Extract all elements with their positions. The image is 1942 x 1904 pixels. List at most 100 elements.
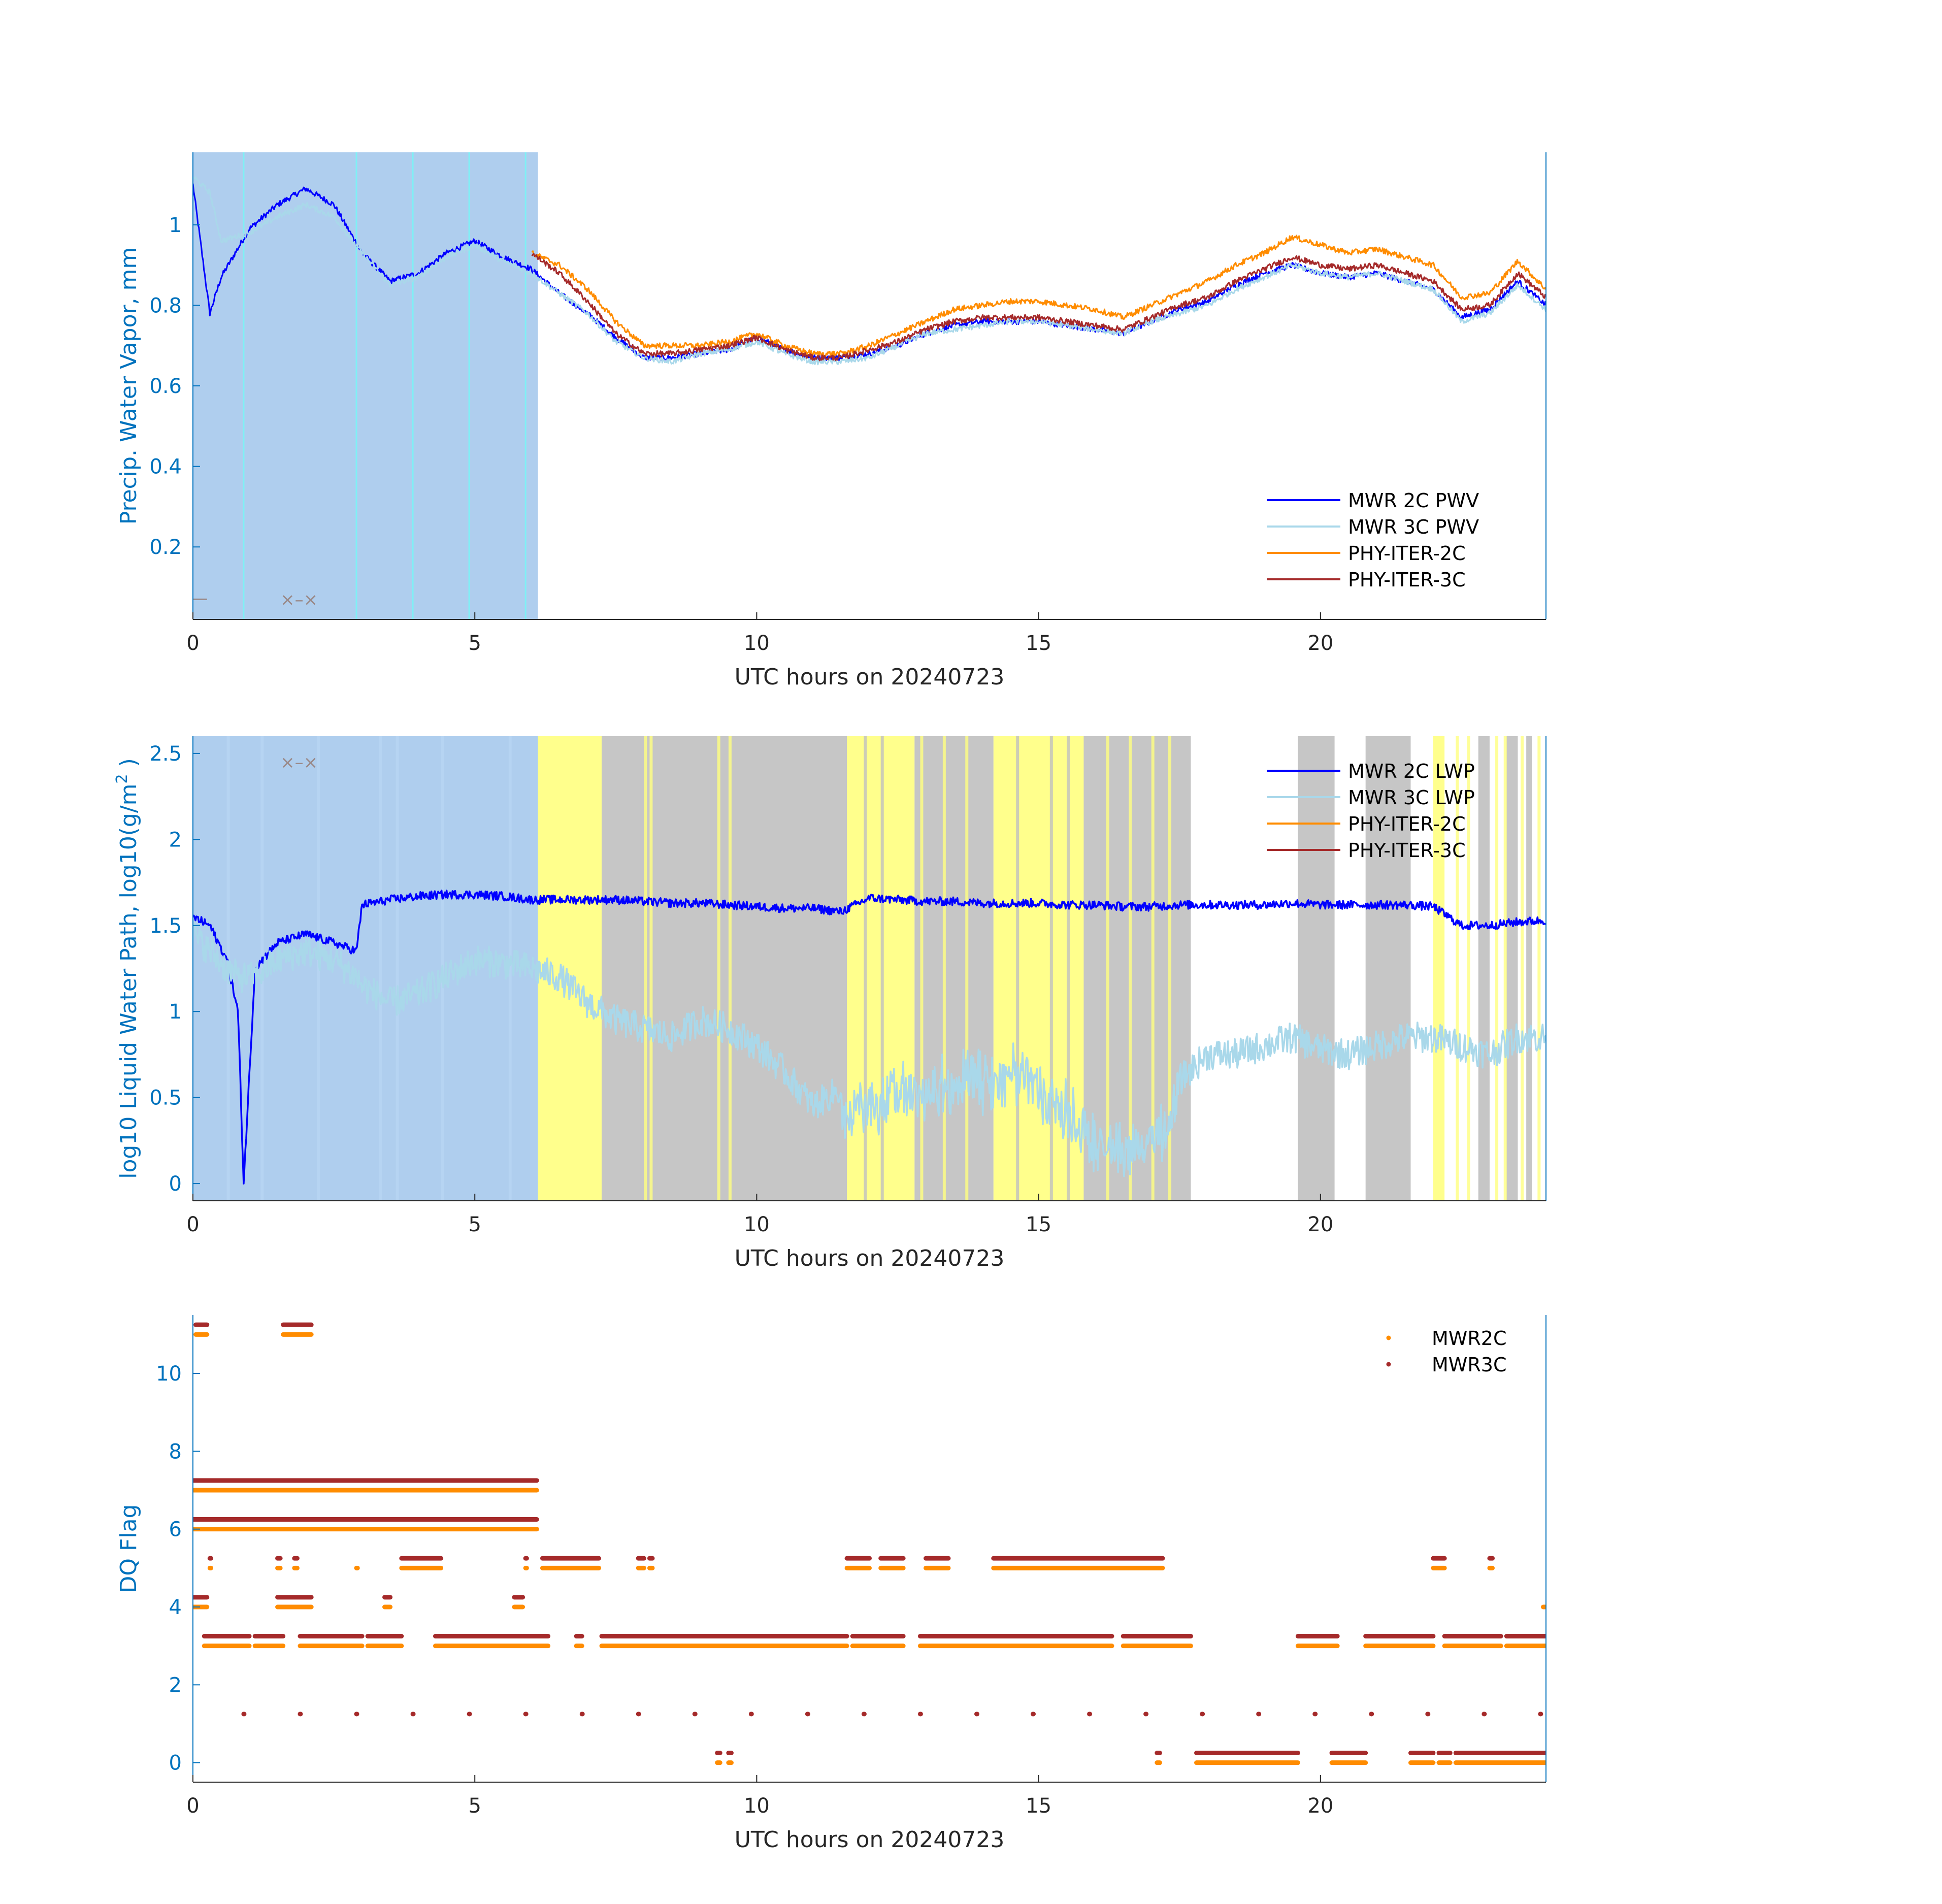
x-tick-label: 10: [744, 1794, 770, 1818]
y-tick-label: 8: [169, 1440, 182, 1463]
y-axis-label: log10 Liquid Water Path, log10(g/m2 ): [113, 758, 142, 1179]
x-axis-label: UTC hours on 20240723: [735, 664, 1005, 690]
series-line-2: [531, 235, 1546, 357]
shaded-region-1: [538, 736, 602, 1201]
band-streak-27: [1521, 736, 1524, 1201]
x-tick-label: 10: [744, 1213, 770, 1236]
x-tick-label: 20: [1307, 1213, 1333, 1236]
legend-label-2: PHY-ITER-2C: [1348, 813, 1466, 835]
y-tick-label: 2: [169, 1673, 182, 1697]
x-tick-label: 5: [468, 1794, 481, 1818]
band-streak-26: [1503, 736, 1507, 1201]
y-axis-label: Precip. Water Vapor, mm: [116, 247, 142, 525]
band-streak-8: [649, 736, 653, 1201]
band-streak-9: [717, 736, 720, 1201]
band-streak-13: [920, 736, 924, 1201]
chart-dq: 0 5 10 15 20 0 2 4 6 8 10 UTC hours on 20240723 DQ F…: [116, 1315, 1546, 1853]
band-streak-18: [1067, 736, 1070, 1201]
y-tick-label: 0.2: [149, 536, 182, 559]
shaded-region-8: [1365, 736, 1411, 1201]
plot-area: ×–×: [193, 736, 1546, 1201]
band-streak-28: [1537, 736, 1541, 1201]
band-streak-4: [396, 736, 399, 1201]
band-streak-6: [508, 736, 512, 1201]
band-streak-22: [1168, 736, 1172, 1201]
legend-label-0: MWR 2C PWV: [1348, 489, 1479, 512]
bad-data-marker: ×–×: [280, 589, 318, 610]
y-tick-label: 0.4: [149, 455, 182, 479]
chart-lwp: ×–× 0 5 10 15 20 0 0.5 1 1.5 2 2.5 UTC hours on 2024…: [113, 736, 1546, 1271]
legend-label-0: MWR 2C LWP: [1348, 760, 1475, 782]
bad-data-marker: ×–×: [280, 752, 318, 773]
shaded-region-12: [1526, 736, 1532, 1201]
shaded-region-2: [602, 736, 847, 1201]
band-streak-21: [1151, 736, 1155, 1201]
x-tick-label: 15: [1026, 632, 1051, 655]
shaded-region-0: [193, 152, 538, 619]
x-tick-label: 5: [468, 1213, 481, 1236]
y-tick-label: 1.5: [149, 914, 182, 938]
y-tick-label: 1: [169, 1000, 182, 1024]
y-tick-label: 10: [156, 1362, 182, 1386]
band-streak-7: [644, 736, 647, 1201]
band-streak-24: [1467, 736, 1470, 1201]
y-axis-label: DQ Flag: [116, 1504, 142, 1593]
shaded-region-7: [1298, 736, 1335, 1201]
series-line-1: [193, 176, 1546, 366]
shaded-region-4: [914, 736, 994, 1201]
series-line-0: [193, 890, 1546, 1185]
y-tick-label: 0.8: [149, 294, 182, 317]
y-tick-label: 0.5: [149, 1087, 182, 1110]
y-tick-label: 4: [169, 1596, 182, 1619]
y-axis-label-main: log10 Liquid Water Path, log10(g/m: [116, 783, 142, 1178]
y-axis-label-main: DQ Flag: [116, 1504, 142, 1593]
legend-marker-0: [1386, 1335, 1391, 1340]
band-streak-11: [864, 736, 867, 1201]
series-line-1: [193, 923, 1546, 1177]
band-streak-23: [1456, 736, 1459, 1201]
band-streak-17: [1049, 736, 1053, 1201]
x-axis-label: UTC hours on 20240723: [735, 1827, 1005, 1853]
band-streak-14: [942, 736, 946, 1201]
y-tick-label: 0.6: [149, 375, 182, 398]
x-tick-label: 0: [186, 1794, 199, 1818]
chart-pwv: ×–× 0 5 10 15 20 0.2 0.4 0.6 0.8 1 UTC hours on 202…: [116, 152, 1546, 690]
y-axis-label-main: Precip. Water Vapor, mm: [116, 247, 142, 525]
x-axis-label: UTC hours on 20240723: [735, 1245, 1005, 1271]
band-streak-3: [379, 736, 382, 1201]
x-tick-label: 10: [744, 632, 770, 655]
legend-marker-1: [1386, 1362, 1391, 1367]
legend-label-1: MWR3C: [1432, 1354, 1506, 1376]
legend-label-0: MWR2C: [1432, 1327, 1506, 1350]
series-line-3: [531, 253, 1546, 362]
y-tick-label: 0: [169, 1172, 182, 1196]
band-streak-16: [1016, 736, 1019, 1201]
band-streak-20: [1129, 736, 1132, 1201]
band-streak-2: [317, 736, 320, 1201]
band-streak-19: [1106, 736, 1109, 1201]
y-tick-label: 6: [169, 1518, 182, 1541]
x-tick-label: 0: [186, 632, 199, 655]
shaded-region-11: [1506, 736, 1518, 1201]
x-tick-label: 5: [468, 632, 481, 655]
legend-label-1: MWR 3C PWV: [1348, 516, 1479, 538]
legend-label-3: PHY-ITER-3C: [1348, 839, 1466, 862]
plot-area: [193, 1322, 1546, 1765]
band-streak-25: [1495, 736, 1499, 1201]
y-tick-label: 1: [169, 214, 182, 237]
plot-area: ×–×: [193, 152, 1546, 619]
x-tick-label: 15: [1026, 1213, 1051, 1236]
legend-label-3: PHY-ITER-3C: [1348, 569, 1466, 591]
y-tick-label: 2.5: [149, 742, 182, 766]
legend-label-2: PHY-ITER-2C: [1348, 542, 1466, 565]
y-axis-label-suffix: ): [116, 758, 142, 774]
x-tick-label: 0: [186, 1213, 199, 1236]
shaded-region-9: [1433, 736, 1445, 1201]
x-tick-label: 20: [1307, 632, 1333, 655]
x-tick-label: 20: [1307, 1794, 1333, 1818]
band-streak-12: [880, 736, 884, 1201]
legend-label-1: MWR 3C LWP: [1348, 786, 1475, 809]
y-tick-label: 0: [169, 1752, 182, 1775]
band-streak-15: [965, 736, 969, 1201]
